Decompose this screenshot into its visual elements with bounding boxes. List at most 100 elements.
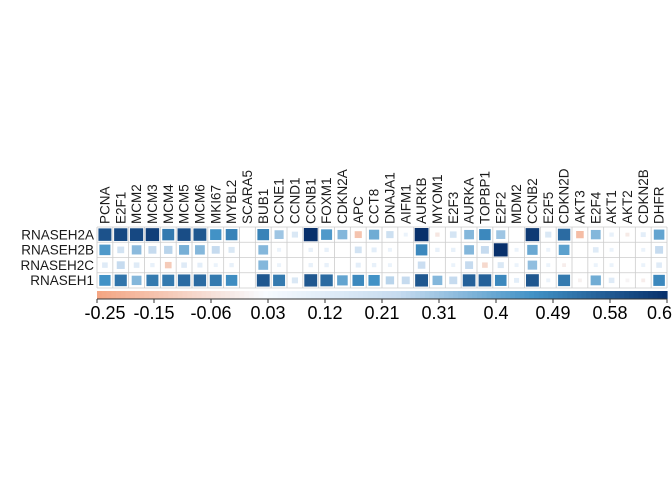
heatmap-cell [525,228,540,242]
heatmap-cell [417,261,426,269]
legend-color-segment [339,291,345,299]
column-label: AKT1 [604,190,619,224]
heatmap-cell [590,229,601,240]
heatmap-cell [274,230,284,239]
column-label: AIFM1 [398,184,413,224]
heatmap-cell [387,247,392,252]
legend-color-segment [605,291,611,299]
heatmap-cell [114,274,127,287]
legend-color-segment [144,291,150,299]
legend-color-segment [420,291,426,299]
heatmap-cell [527,260,538,270]
legend-color-segment [177,291,184,299]
column-label: E2F2 [493,192,508,224]
heatmap-cell [277,263,282,268]
column-label: FOXM1 [319,177,334,224]
heatmap-cell [514,247,519,252]
legend-color-segment [619,291,625,299]
heatmap-cell [496,230,506,239]
legend-color-segment [462,291,469,299]
legend-color-segment [458,291,464,299]
legend-color-segment [529,291,535,299]
column-label: AKT3 [572,190,587,224]
legend-tick-label: 0.21 [364,303,399,323]
heatmap-cell [209,274,222,287]
heatmap-cell [368,274,380,286]
legend-color-segment [291,291,298,299]
color-legend: -0.25 -0.15 -0.06 0.03 0.12 0.21 0.31 0.4 0.49 0.… [84,291,672,323]
column-label: DHFR [652,186,667,224]
column-label: AKT2 [620,190,635,224]
heatmap-cell [592,247,599,253]
heatmap-cell [320,274,333,287]
legend-color-segment [277,291,283,299]
heatmap-cell [354,246,362,254]
legend-color-segment [306,291,312,299]
heatmap-cell [177,228,191,241]
legend-color-segment [496,291,502,299]
heatmap-cell [653,229,665,240]
column-label: BUB1 [256,189,271,224]
legend-color-segment [491,291,497,299]
column-label: CCT8 [367,189,382,224]
heatmap-cell [482,262,488,268]
legend-color-segment [367,291,374,299]
legend-tick-label: 0.49 [535,303,570,323]
heatmap-cell [117,246,125,254]
legend-tick-label: -0.25 [84,303,125,323]
heatmap-cell [303,228,318,242]
heatmap-cell [465,261,474,269]
legend-color-segment [363,291,369,299]
heatmap-cell [146,274,159,287]
legend-color-segment [510,291,516,299]
legend-color-segment [519,291,526,299]
heatmap-cell [258,260,269,270]
heatmap-cell [403,232,408,237]
legend-color-segment [168,291,174,299]
legend-tick-label: 0.03 [250,303,285,323]
legend-color-segment [116,291,122,299]
heatmap-cell [480,246,489,254]
column-label: CCND1 [287,177,302,224]
legend-color-segment [472,291,478,299]
heatmap-cell [256,274,270,287]
heatmap-cell [451,263,456,268]
heatmap-cell [479,229,491,241]
column-label: CCNB1 [303,178,318,224]
legend-color-segment [429,291,435,299]
legend-color-segment [648,291,654,299]
heatmap-cell [177,274,191,287]
heatmap-cell [179,245,190,255]
legend-color-segment [405,291,412,299]
heatmap-cell [193,228,207,241]
legend-color-segment [534,291,540,299]
row-label: RNASEH2A [21,227,94,242]
legend-color-segment [434,291,440,299]
column-label: CCNE1 [272,178,287,224]
heatmap-cell [415,244,428,256]
heatmap-cell [308,247,313,252]
legend-color-segment [234,291,241,299]
heatmap-cell [590,275,601,286]
heatmap-cell [324,263,329,268]
heatmap-cell [225,229,238,241]
heatmap-cell [337,275,348,286]
heatmap-cell [116,261,125,269]
legend-color-segment [215,291,222,299]
heatmap-cell [493,243,508,257]
legend-color-segment [225,291,231,299]
legend-color-segment [149,291,155,299]
heatmap-cell [99,244,111,256]
heatmap-cell [258,245,269,255]
legend-color-segment [500,291,507,299]
legend-color-segment [586,291,592,299]
heatmap-cell [609,263,614,268]
legend-color-segment [576,291,583,299]
legend-color-segment [572,291,578,299]
legend-tick-label: 0.58 [592,303,627,323]
column-label: MDM2 [509,184,524,224]
legend-color-segment [643,291,649,299]
legend-color-segment [253,291,260,299]
column-label: APC [351,196,366,224]
legend-color-segment [220,291,226,299]
